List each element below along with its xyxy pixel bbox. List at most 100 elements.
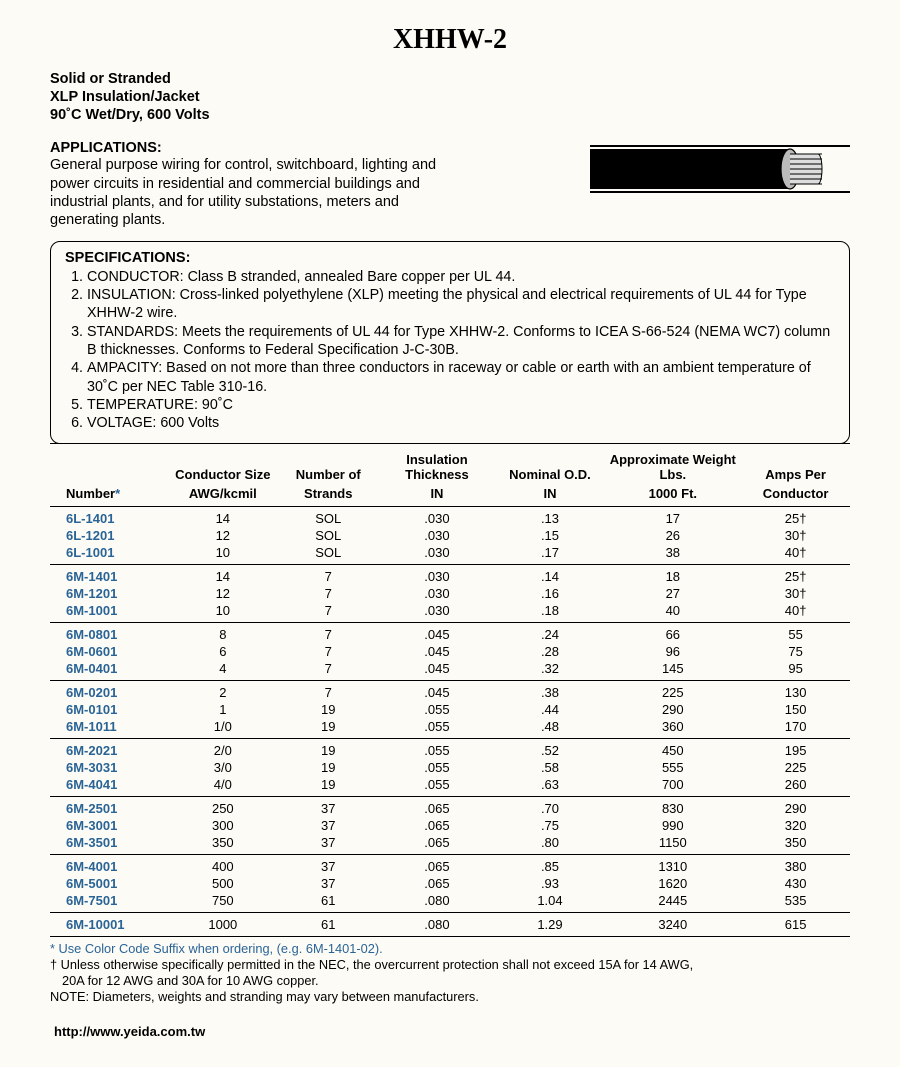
cell-insul: .045 bbox=[378, 680, 495, 701]
cell-size: 8 bbox=[167, 622, 278, 643]
subhead-line: Solid or Stranded bbox=[50, 71, 171, 87]
cell-wt: 830 bbox=[604, 796, 741, 817]
cell-strands: SOL bbox=[278, 544, 378, 565]
table-row: 6M-10111/019.055.48360170 bbox=[50, 718, 850, 739]
table-row: 6M-30313/019.055.58555225 bbox=[50, 759, 850, 776]
cell-insul: .030 bbox=[378, 585, 495, 602]
cell-wt: 990 bbox=[604, 817, 741, 834]
applications-row: APPLICATIONS: General purpose wiring for… bbox=[50, 140, 850, 229]
cell-num: 6M-0201 bbox=[50, 680, 167, 701]
cell-size: 12 bbox=[167, 527, 278, 544]
cell-od: .15 bbox=[496, 527, 605, 544]
cell-insul: .030 bbox=[378, 527, 495, 544]
cell-size: 400 bbox=[167, 854, 278, 875]
specifications-label: SPECIFICATIONS: bbox=[65, 250, 835, 266]
cell-od: .13 bbox=[496, 506, 605, 527]
cell-wt: 2445 bbox=[604, 892, 741, 913]
footnote-dagger-l1: † Unless otherwise specifically permitte… bbox=[50, 957, 850, 973]
table-row: 6L-120112SOL.030.152630† bbox=[50, 527, 850, 544]
col-number-top bbox=[50, 444, 167, 485]
cell-wt: 18 bbox=[604, 564, 741, 585]
table-row: 6M-300130037.065.75990320 bbox=[50, 817, 850, 834]
cell-insul: .080 bbox=[378, 892, 495, 913]
cell-od: .28 bbox=[496, 643, 605, 660]
applications-label: APPLICATIONS: bbox=[50, 140, 570, 156]
cell-wt: 26 bbox=[604, 527, 741, 544]
cell-od: .58 bbox=[496, 759, 605, 776]
subhead-line: XLP Insulation/Jacket bbox=[50, 89, 200, 105]
cell-insul: .065 bbox=[378, 854, 495, 875]
table-row: 6M-10001100061.0801.293240615 bbox=[50, 912, 850, 936]
cell-od: .44 bbox=[496, 701, 605, 718]
cell-size: 2/0 bbox=[167, 738, 278, 759]
footnote-star: * Use Color Code Suffix when ordering, (… bbox=[50, 941, 383, 956]
table-row: 6L-100110SOL.030.173840† bbox=[50, 544, 850, 565]
cell-amps: 615 bbox=[741, 912, 850, 936]
cell-insul: .030 bbox=[378, 544, 495, 565]
cell-num: 6M-2021 bbox=[50, 738, 167, 759]
col-insul-top: Insulation Thickness bbox=[378, 444, 495, 485]
cell-od: .48 bbox=[496, 718, 605, 739]
cell-od: .14 bbox=[496, 564, 605, 585]
cell-wt: 450 bbox=[604, 738, 741, 759]
col-number-text: Number bbox=[66, 486, 115, 501]
cell-amps: 55 bbox=[741, 622, 850, 643]
source-url-link[interactable]: http://www.yeida.com.tw bbox=[54, 1024, 205, 1039]
cell-amps: 350 bbox=[741, 834, 850, 855]
cell-od: .17 bbox=[496, 544, 605, 565]
cell-size: 4 bbox=[167, 660, 278, 681]
cell-amps: 170 bbox=[741, 718, 850, 739]
cell-insul: .030 bbox=[378, 602, 495, 623]
cell-num: 6M-5001 bbox=[50, 875, 167, 892]
cell-strands: 61 bbox=[278, 912, 378, 936]
cell-num: 6M-3501 bbox=[50, 834, 167, 855]
cell-od: .52 bbox=[496, 738, 605, 759]
cell-od: 1.29 bbox=[496, 912, 605, 936]
cell-insul: .065 bbox=[378, 796, 495, 817]
cell-size: 10 bbox=[167, 544, 278, 565]
cell-od: .70 bbox=[496, 796, 605, 817]
cell-size: 300 bbox=[167, 817, 278, 834]
col-number-ast: * bbox=[115, 486, 120, 501]
footnote-dagger-l2: 20A for 12 AWG and 30A for 10 AWG copper… bbox=[50, 973, 850, 989]
cell-strands: 7 bbox=[278, 602, 378, 623]
specifications-box: SPECIFICATIONS: CONDUCTOR: Class B stran… bbox=[50, 241, 850, 444]
col-conductor-top: Conductor Size bbox=[167, 444, 278, 485]
applications-body: General purpose wiring for control, swit… bbox=[50, 156, 470, 229]
specifications-item: TEMPERATURE: 90˚C bbox=[87, 396, 835, 414]
cell-insul: .080 bbox=[378, 912, 495, 936]
applications-text: APPLICATIONS: General purpose wiring for… bbox=[50, 140, 570, 229]
cell-size: 500 bbox=[167, 875, 278, 892]
cell-insul: .045 bbox=[378, 660, 495, 681]
col-insul-bottom: IN bbox=[378, 485, 495, 507]
col-weight-top: Approximate Weight Lbs. bbox=[604, 444, 741, 485]
cell-insul: .065 bbox=[378, 875, 495, 892]
cell-wt: 1620 bbox=[604, 875, 741, 892]
col-od-bottom: IN bbox=[496, 485, 605, 507]
cell-size: 2 bbox=[167, 680, 278, 701]
cell-insul: .055 bbox=[378, 718, 495, 739]
cell-num: 6M-4001 bbox=[50, 854, 167, 875]
page: XHHW-2 Solid or Stranded XLP Insulation/… bbox=[0, 0, 900, 1067]
source-url: http://www.yeida.com.tw bbox=[54, 1024, 850, 1039]
cell-wt: 27 bbox=[604, 585, 741, 602]
cell-wt: 38 bbox=[604, 544, 741, 565]
cell-num: 6M-1011 bbox=[50, 718, 167, 739]
cell-wt: 1310 bbox=[604, 854, 741, 875]
col-conductor-bottom: AWG/kcmil bbox=[167, 485, 278, 507]
cell-size: 250 bbox=[167, 796, 278, 817]
cell-od: 1.04 bbox=[496, 892, 605, 913]
table-row: 6M-1401147.030.141825† bbox=[50, 564, 850, 585]
footnote-note: NOTE: Diameters, weights and stranding m… bbox=[50, 989, 850, 1005]
cell-od: .24 bbox=[496, 622, 605, 643]
cell-insul: .055 bbox=[378, 701, 495, 718]
cell-num: 6M-3001 bbox=[50, 817, 167, 834]
table-row: 6M-500150037.065.931620430 bbox=[50, 875, 850, 892]
table-row: 6M-060167.045.289675 bbox=[50, 643, 850, 660]
specifications-item: VOLTAGE: 600 Volts bbox=[87, 414, 835, 432]
cell-strands: 19 bbox=[278, 759, 378, 776]
cell-strands: 37 bbox=[278, 854, 378, 875]
cell-amps: 95 bbox=[741, 660, 850, 681]
cell-strands: 7 bbox=[278, 643, 378, 660]
table-row: 6M-1201127.030.162730† bbox=[50, 585, 850, 602]
